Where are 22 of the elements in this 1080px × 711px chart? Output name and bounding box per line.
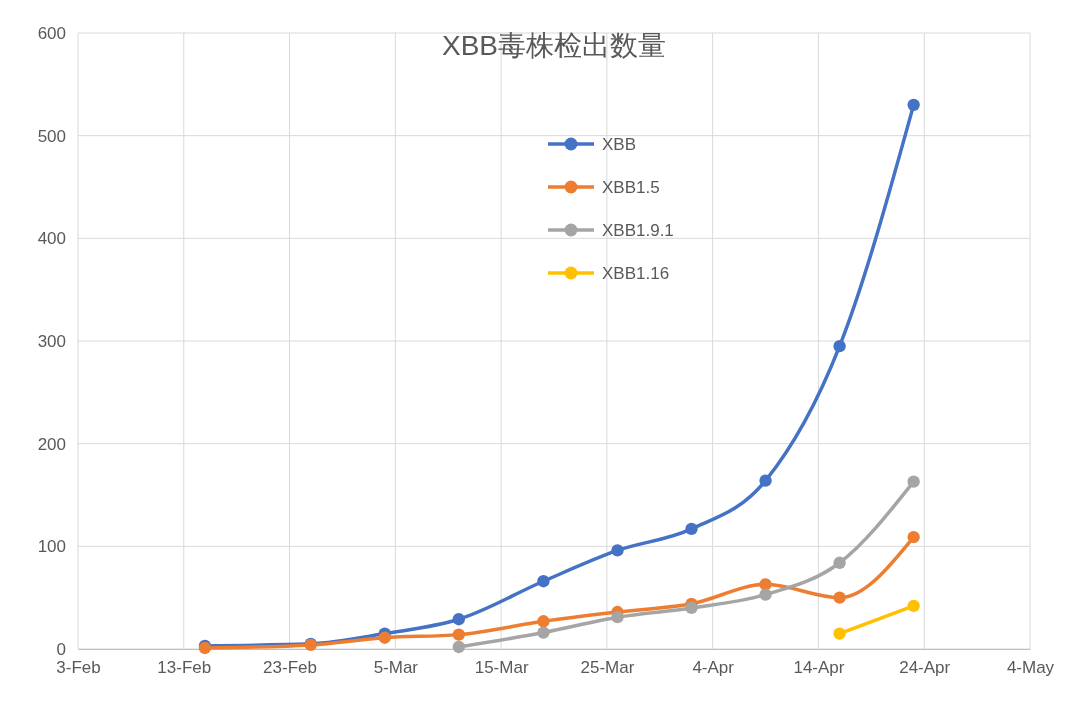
x-tick-label: 4-May [1006, 658, 1055, 678]
y-tick-label: 100 [37, 537, 66, 557]
x-tick-label: 23-Feb [263, 658, 317, 678]
x-tick-label: 25-Mar [580, 658, 635, 678]
x-tick-label: 4-Apr [692, 658, 735, 678]
legend-label: XBB [602, 135, 637, 154]
y-tick-label: 200 [37, 434, 66, 454]
y-tick-label: 600 [37, 23, 66, 43]
x-tick-label: 3-Feb [56, 658, 101, 678]
y-tick-label: 400 [37, 229, 66, 249]
legend-label: XBB1.5 [602, 178, 660, 197]
y-tick-label: 0 [56, 639, 66, 659]
x-tick-label: 5-Mar [373, 658, 419, 678]
y-tick-label: 300 [37, 331, 66, 351]
x-tick-label: 14-Apr [793, 658, 845, 678]
x-tick-label: 13-Feb [157, 658, 212, 678]
x-tick-label: 24-Apr [899, 658, 951, 678]
legend-label: XBB1.9.1 [602, 221, 674, 240]
x-tick-label: 15-Mar [474, 658, 529, 678]
y-tick-label: 500 [37, 126, 66, 146]
legend-label: XBB1.16 [602, 264, 670, 283]
chart-title: XBB毒株检出数量 [441, 30, 667, 61]
